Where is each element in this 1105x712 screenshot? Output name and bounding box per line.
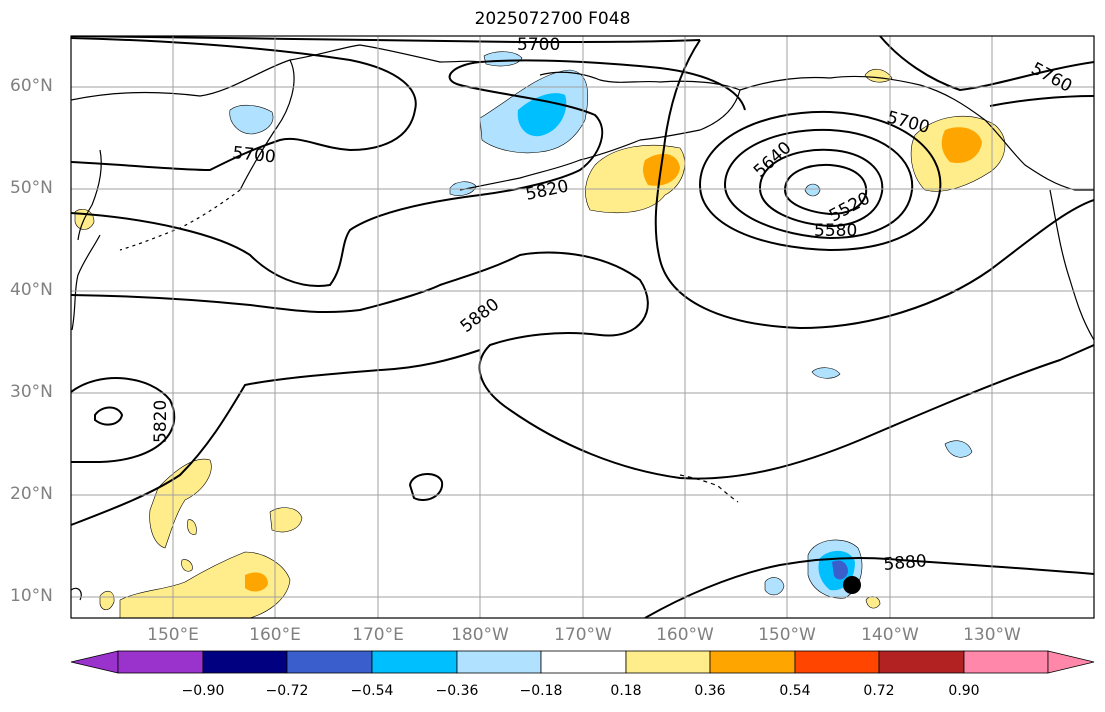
- lon-label: 150°E: [147, 625, 199, 645]
- lon-label: 180°W: [451, 625, 509, 645]
- coast-aleutians: [459, 139, 641, 191]
- colorbar-tick-label: −0.54: [350, 683, 394, 699]
- shade-wp-yellow-2: [119, 551, 291, 618]
- colorbar-tick-label: −0.36: [435, 683, 479, 699]
- contour-label: 5820: [151, 400, 171, 443]
- lon-label: 160°E: [249, 625, 301, 645]
- colorbar-high-extension: [1047, 650, 1095, 674]
- colorbar-segment: [540, 650, 627, 674]
- coast-philippines: [71, 587, 82, 601]
- shade-goa-light-blue: [804, 183, 821, 197]
- shade-tc-small-yellow: [865, 596, 881, 609]
- colorbar-tick-label: 0.72: [863, 683, 895, 699]
- colorbar-tick-label: −0.18: [519, 683, 563, 699]
- contour-label: 5580: [814, 221, 857, 241]
- shade-wp-yellow-6: [181, 559, 193, 572]
- height-contours: [71, 36, 1094, 618]
- shade-wp-yellow-4: [99, 590, 115, 611]
- colorbar-segment: [286, 650, 373, 674]
- colorbar-segment: [794, 650, 880, 674]
- lon-label: 150°W: [758, 625, 816, 645]
- contour-label: 5820: [524, 176, 570, 205]
- coast-japan: [71, 234, 101, 331]
- shade-east-light-blue: [944, 440, 973, 458]
- contour-label: 5700: [231, 143, 276, 167]
- colorbar-segment: [456, 650, 542, 674]
- lon-label: 170°E: [352, 625, 404, 645]
- colorbar-tick-label: 0.18: [610, 683, 642, 699]
- shade-wp-yellow-3: [269, 507, 303, 533]
- shade-wp-orange: [245, 572, 268, 592]
- map-title: 2025072700 F048: [474, 9, 631, 29]
- shade-bc-orange: [941, 127, 982, 164]
- colorbar-tick-label: 0.36: [694, 683, 726, 699]
- colorbar-tick-label: −0.90: [181, 683, 225, 699]
- colorbar-tick-label: 0.90: [948, 683, 980, 699]
- contour-5820-west-inner: [94, 406, 124, 426]
- lon-label: 170°W: [554, 625, 612, 645]
- contour-5580-ring: [723, 128, 914, 240]
- shade-wp-yellow-1: [149, 458, 212, 549]
- contour-5880-southeast: [644, 556, 1094, 618]
- shade-kamchatka-light-blue: [229, 104, 274, 135]
- contour-5760: [989, 95, 1094, 107]
- contour-5880: [71, 251, 1094, 480]
- shade-tc-small-light-blue: [764, 577, 785, 596]
- lat-label: 40°N: [10, 280, 53, 300]
- contour-5700-top: [71, 36, 701, 44]
- shade-hawaii-east-light-blue: [811, 367, 841, 379]
- contour-5820-north: [71, 59, 746, 287]
- lat-label: 30°N: [10, 382, 53, 402]
- colorbar-segment: [625, 650, 711, 674]
- shade-bering-small-light-blue: [483, 51, 523, 67]
- contour-5880-small-loop: [408, 473, 444, 501]
- colorbar: [70, 650, 1095, 674]
- colorbar-tick-label: −0.72: [265, 683, 309, 699]
- contour-5640-ring: [698, 110, 942, 252]
- lon-label: 140°W: [861, 625, 919, 645]
- lat-label: 60°N: [10, 76, 53, 96]
- contour-5460-ring: [783, 163, 868, 216]
- map-frame: [70, 35, 1095, 619]
- colorbar-segment: [371, 650, 458, 674]
- contour-5700-north: [71, 37, 417, 172]
- map-area: [71, 36, 1094, 618]
- colorbar-segment: [117, 650, 204, 674]
- contour-5700-ring: [654, 36, 1094, 330]
- colorbar-segment: [202, 650, 288, 674]
- storm-center-marker: [843, 576, 861, 594]
- coast-alaska-south: [739, 75, 1094, 191]
- coast-hawaii: [679, 474, 739, 503]
- lat-label: 50°N: [10, 178, 53, 198]
- colorbar-low-extension: [70, 650, 119, 674]
- coast-na-west: [1049, 189, 1094, 341]
- coast-sakhalin: [77, 149, 102, 241]
- shade-alaska-small-yellow: [864, 69, 893, 83]
- contour-label: 5760: [1028, 59, 1076, 97]
- shade-wp-yellow-7: [187, 519, 197, 535]
- contour-5820-west: [71, 377, 176, 463]
- lon-label: 130°W: [963, 625, 1021, 645]
- contour-label-group: 5700 5760 5700 5700 5640 5820 5520 5580 …: [151, 35, 1075, 575]
- colorbar-segment: [963, 650, 1049, 674]
- contour-5520-ring: [758, 148, 884, 228]
- lat-label: 20°N: [10, 484, 53, 504]
- contour-5880-south: [71, 349, 481, 526]
- contour-label: 5700: [517, 35, 560, 55]
- lat-label: 10°N: [10, 586, 53, 606]
- contour-label: 5880: [883, 551, 928, 575]
- shade-tc-mid-blue: [832, 560, 848, 580]
- colorbar-tick-label: 0.54: [779, 683, 811, 699]
- lon-label: 160°W: [656, 625, 714, 645]
- anomaly-shading: [74, 51, 1006, 618]
- coast-alaska-west: [539, 71, 741, 141]
- colorbar-segment: [709, 650, 796, 674]
- colorbar-segment: [878, 650, 965, 674]
- graticule: [71, 36, 1094, 618]
